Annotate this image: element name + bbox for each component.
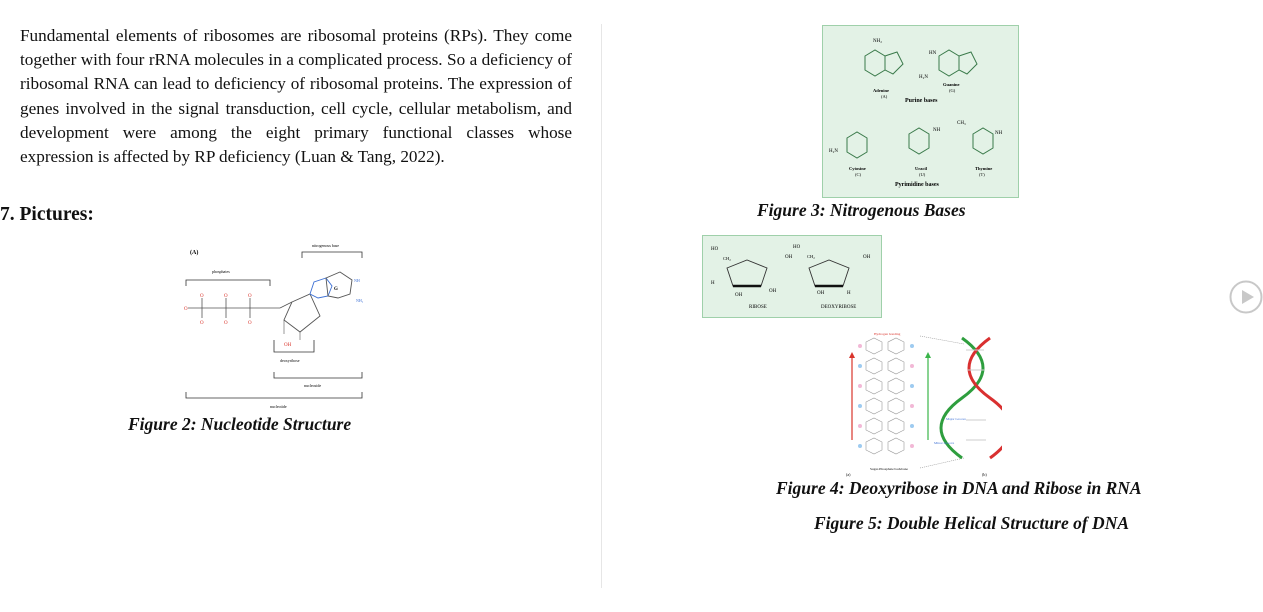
figure2-caption: Figure 2: Nucleotide Structure [128, 414, 352, 434]
purine-bases-label: Purine bases [905, 98, 938, 104]
nh2-label: NH₂ [356, 298, 364, 303]
svg-text:O: O [200, 294, 204, 299]
ribose-h: H [711, 281, 715, 286]
guanine-name: Guanine [943, 82, 960, 87]
deoxyribose-oh: OH [817, 291, 825, 296]
figure4-caption: Figure 4: Deoxyribose in DNA and Ribose … [776, 478, 1142, 498]
ribose-ho: HO [711, 247, 719, 252]
adenine-name: Adenine [873, 88, 889, 93]
base-letter-g: G [334, 287, 338, 292]
minor-groove-label: Minor Groove [934, 441, 955, 445]
figure2-label-a: (A) [190, 249, 198, 256]
ribose-oh-top: OH [785, 255, 793, 260]
deoxyribose-ch2: CH₂ [807, 254, 815, 259]
figure5-caption: Figure 5: Double Helical Structure of DN… [814, 513, 1130, 533]
thymine-ch3: CH₃ [957, 121, 966, 126]
body-paragraph: Fundamental elements of ribosomes are ri… [20, 26, 572, 167]
uracil-name: Uracil [915, 166, 928, 171]
figure3-caption: Figure 3: Nitrogenous Bases [757, 200, 966, 220]
guanine-abbr: (G) [949, 88, 956, 93]
deoxyribose-h: H [847, 291, 851, 296]
adenine-nh2: NH₂ [873, 39, 882, 44]
deoxyribose-label: DEOXYRIBOSE [821, 305, 856, 310]
deoxyribose-label: deoxyribose [280, 358, 300, 363]
guanine-hn: HN [929, 51, 937, 56]
thymine-abbr: (T) [979, 172, 985, 177]
major-groove-label: Major Groove [946, 417, 966, 421]
svg-text:O: O [224, 321, 228, 326]
pyrimidine-bases-label: Pyrimidine bases [895, 182, 939, 188]
nucleoside-label: nucleoside [304, 383, 321, 388]
nucleotide-label: nucleotide [270, 404, 287, 409]
ribose-oh-2: OH [769, 289, 777, 294]
helix-label-a: (a) [846, 472, 851, 477]
svg-text:O: O [184, 307, 188, 312]
deoxyribose-ho: HO [793, 245, 801, 250]
oh-label: OH [284, 343, 292, 348]
ribose-oh-1: OH [735, 293, 743, 298]
ribose-ch2: CH₂ [723, 256, 731, 261]
helix-label-b: (b) [982, 472, 987, 477]
nucleotide-structure-figure: (A) nitrogenous base phosphates O O O O O O… [184, 243, 364, 409]
thymine-nh: NH [995, 131, 1003, 136]
uracil-abbr: (U) [919, 172, 926, 177]
phosphates-label: phosphates [212, 269, 230, 274]
dna-double-helix-figure: Hydrogen bonding Sugar-Phosphate backbon… [846, 332, 1002, 477]
backbone-label: Sugar-Phosphate backbone [870, 467, 908, 471]
deoxyribose-oh-top: OH [863, 255, 871, 260]
cytosine-abbr: (C) [855, 172, 862, 177]
ribose-deoxyribose-figure: HO CH₂ OH H OH OH RIBOSE HO CH₂ OH OH H … [702, 235, 882, 318]
play-circle-icon[interactable] [1229, 280, 1263, 314]
svg-text:O: O [200, 321, 204, 326]
nitrogenous-bases-figure: NH₂ Adenine (A) HN H₂N Guanine (G) Purin… [822, 25, 1019, 198]
nitrogenous-base-label: nitrogenous base [312, 243, 339, 248]
column-divider [601, 24, 602, 588]
uracil-nh: NH [933, 128, 941, 133]
thymine-name: Thymine [975, 166, 992, 171]
adenine-abbr: (A) [881, 94, 888, 99]
section-heading: 7. Pictures: [0, 204, 94, 225]
svg-text:O: O [248, 321, 252, 326]
ribose-label: RIBOSE [749, 305, 767, 310]
cytosine-h2n: H₂N [829, 149, 838, 154]
guanine-h2n: H₂N [919, 75, 928, 80]
cytosine-name: Cytosine [849, 166, 866, 171]
nh-label: NH [354, 278, 360, 283]
svg-text:O: O [224, 294, 228, 299]
hydrogen-bonding-label: Hydrogen bonding [874, 332, 901, 336]
svg-text:O: O [248, 294, 252, 299]
